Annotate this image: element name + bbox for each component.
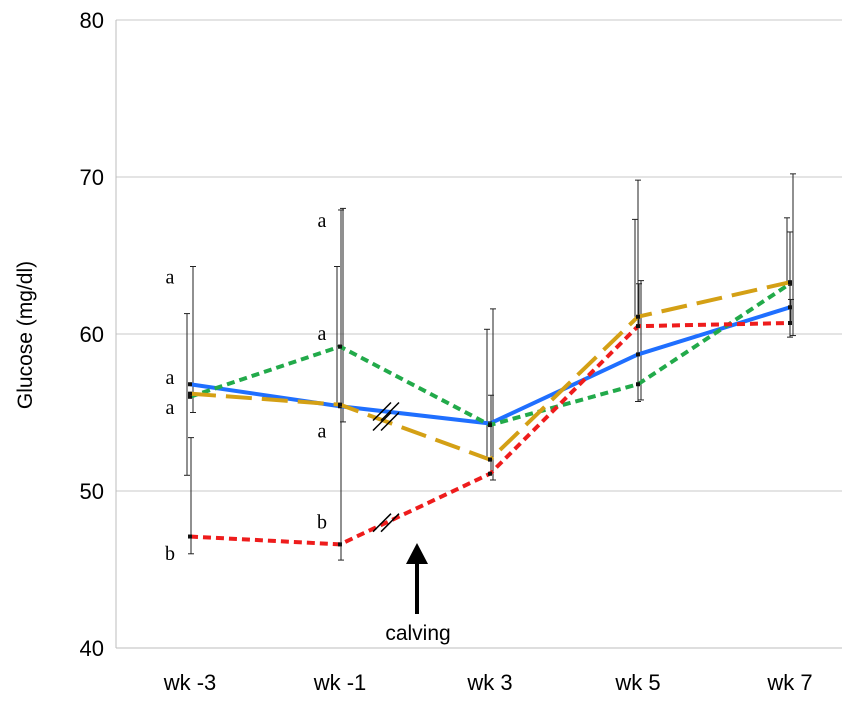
sig-letter-4: a: [318, 210, 327, 232]
sig-letter-3: b: [165, 543, 175, 565]
y-tick-label-40: 40: [80, 636, 104, 661]
break-mark-s3-0: [372, 513, 392, 533]
break-mark-s0-0: [372, 401, 392, 422]
break-mark-s0-1: [380, 401, 400, 422]
x-tick-label-1: wk -1: [313, 670, 367, 695]
data-point-s2-0: [188, 391, 192, 396]
sig-letter-6: a: [318, 420, 327, 442]
break-mark-s2-1: [380, 411, 400, 432]
data-point-s0-0: [188, 382, 192, 387]
gridlines: 40 50 60 70 80: [80, 8, 842, 661]
data-point-s0-3: [636, 352, 640, 357]
sig-letter-0: a: [166, 266, 175, 288]
axes: wk -3 wk -1 wk 3 wk 5 wk 7: [115, 20, 842, 695]
y-tick-label-50: 50: [80, 479, 104, 504]
axis-break-marks: [372, 401, 400, 533]
data-point-s3-0: [188, 534, 192, 539]
y-tick-label-80: 80: [80, 8, 104, 33]
x-tick-label-4: wk 7: [766, 670, 812, 695]
sig-letter-7: b: [317, 511, 327, 533]
series-lines: [188, 280, 792, 547]
y-axis-title: Glucose (mg/dl): [14, 261, 37, 409]
data-point-s0-4: [788, 305, 792, 310]
data-point-s1-0: [188, 394, 192, 399]
sig-letter-2: a: [166, 397, 175, 419]
data-point-s2-4: [788, 280, 792, 285]
error-bars: [184, 173, 796, 561]
y-tick-label-70: 70: [80, 165, 104, 190]
data-point-s2-1: [338, 402, 342, 407]
x-tick-label-2: wk 3: [466, 670, 512, 695]
x-tick-label-3: wk 5: [614, 670, 660, 695]
data-point-s2-2: [488, 457, 492, 462]
calving-label: calving: [385, 622, 450, 645]
break-mark-s3-1: [380, 513, 400, 533]
data-point-s3-3: [636, 324, 640, 329]
sig-letter-1: a: [166, 367, 175, 389]
data-point-s3-2: [488, 471, 492, 476]
series-line-3: [189, 321, 791, 547]
y-tick-label-60: 60: [80, 322, 104, 347]
sig-letter-5: a: [318, 323, 327, 345]
data-point-s2-3: [636, 314, 640, 319]
data-point-s1-2: [488, 423, 492, 428]
calving-annotation: calving: [385, 543, 451, 645]
data-point-s3-4: [788, 321, 792, 326]
data-point-s1-1: [338, 344, 342, 349]
data-point-s1-3: [636, 382, 640, 387]
break-mark-s2-0: [372, 411, 392, 432]
series-line-1: [189, 282, 792, 428]
data-point-s3-1: [338, 542, 342, 547]
calving-arrow-head: [406, 543, 428, 564]
x-tick-label-0: wk -3: [163, 670, 217, 695]
